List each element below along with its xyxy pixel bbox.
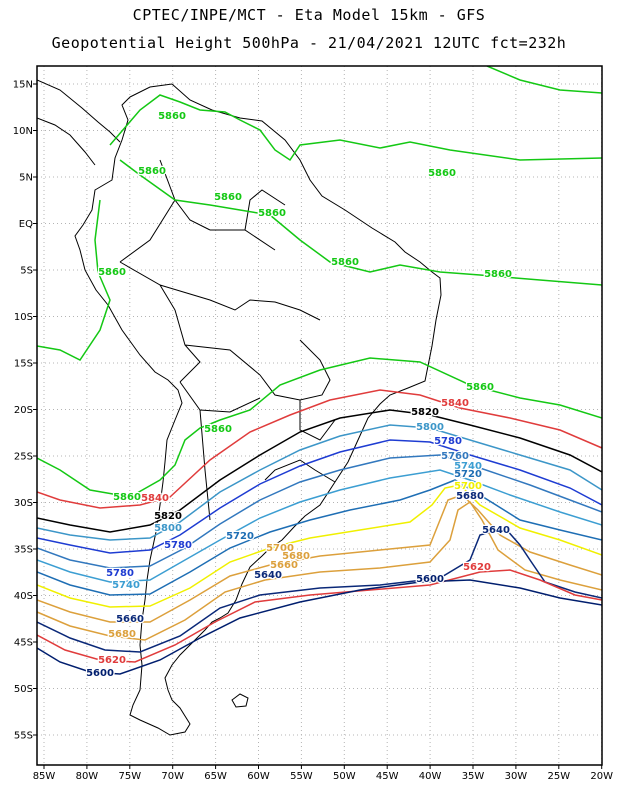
- map-frame: [36, 65, 603, 766]
- contour-5680: [37, 494, 602, 623]
- contour-label-5680: 5680: [282, 551, 310, 562]
- contour-5700: [37, 484, 602, 608]
- contour-label-5820: 5820: [154, 511, 182, 522]
- south-america-coastline: [74, 83, 442, 736]
- contour-5720: [37, 479, 602, 596]
- contour-5600: [37, 579, 602, 675]
- contour-5860-north-b: [486, 66, 602, 94]
- map-title-line-2: Geopotential Height 500hPa - 21/04/2021 …: [51, 34, 567, 52]
- contour-5860-north-a: [109, 94, 602, 162]
- contour-5760: [37, 454, 602, 569]
- contour-label-5860: 5860: [484, 269, 512, 280]
- contour-label-5800: 5800: [154, 523, 182, 534]
- contour-labels: 5860 5860 5860 5860 5860 5860 5860 5860 5860 5860…: [85, 110, 513, 681]
- lat-label: 5S: [20, 266, 33, 277]
- contour-label-5720: 5720: [454, 469, 482, 480]
- contour-label-5720: 5720: [226, 531, 254, 542]
- contour-5640: [37, 527, 602, 653]
- lat-label: 50S: [14, 684, 33, 695]
- contour-label-5700: 5700: [266, 543, 294, 554]
- contour-label-5680: 5680: [456, 491, 484, 502]
- lon-label: 45W: [376, 771, 399, 782]
- lat-label: 30S: [14, 498, 33, 509]
- lat-label: 5N: [19, 173, 33, 184]
- contour-label-5700: 5700: [454, 481, 482, 492]
- contour-label-5760: 5760: [441, 451, 469, 462]
- longitude-labels: 85W 80W 75W 70W 65W 60W 55W 50W 45W 40W 35W 30W 25W 2…: [33, 765, 613, 782]
- lon-label: 20W: [590, 771, 613, 782]
- lat-label: 25S: [14, 452, 33, 463]
- contour-5740: [37, 469, 602, 583]
- contour-label-5620: 5620: [98, 655, 126, 666]
- central-america-coast: [37, 79, 121, 166]
- contour-5820: [37, 409, 602, 533]
- contour-label-5860: 5860: [428, 168, 456, 179]
- contour-label-5640: 5640: [482, 525, 510, 536]
- lat-label: 20S: [14, 405, 33, 416]
- contour-label-5860: 5860: [466, 382, 494, 393]
- contour-label-5740: 5740: [454, 461, 482, 472]
- lat-label: EQ: [19, 219, 33, 230]
- height-contours: [37, 66, 602, 675]
- contour-label-5660: 5660: [116, 614, 144, 625]
- map-background: [37, 66, 602, 765]
- contour-label-5640: 5640: [254, 570, 282, 581]
- contour-label-5780: 5780: [434, 436, 462, 447]
- lon-label: 85W: [33, 771, 56, 782]
- contour-5660: [37, 500, 602, 641]
- contour-label-5780: 5780: [164, 540, 192, 551]
- contour-label-5600: 5600: [416, 574, 444, 585]
- contour-5860-equatorial: [119, 159, 602, 286]
- lon-label: 50W: [333, 771, 356, 782]
- lat-label: 15N: [13, 80, 33, 91]
- contour-label-5840: 5840: [141, 493, 169, 504]
- contour-label-5860: 5860: [98, 267, 126, 278]
- contour-label-5860: 5860: [258, 208, 286, 219]
- latitude-labels: 15N 10N 5N EQ 5S 10S 15S 20S 25S 30S 35S 40S 45S 50S 5…: [13, 80, 37, 742]
- lon-label: 55W: [290, 771, 313, 782]
- coastline-and-borders: [37, 79, 442, 736]
- lon-label: 35W: [462, 771, 485, 782]
- lon-label: 80W: [76, 771, 99, 782]
- contour-label-5860: 5860: [214, 192, 242, 203]
- contour-label-5860: 5860: [158, 111, 186, 122]
- contour-label-5860: 5860: [204, 424, 232, 435]
- contour-label-5860: 5860: [331, 257, 359, 268]
- contour-label-5860: 5860: [113, 492, 141, 503]
- lat-label: 15S: [14, 359, 33, 370]
- contour-5840: [37, 389, 602, 509]
- contour-label-5860: 5860: [138, 166, 166, 177]
- lon-label: 40W: [419, 771, 442, 782]
- contour-label-5740: 5740: [112, 580, 140, 591]
- lat-label: 55S: [14, 731, 33, 742]
- map-title-line-1: CPTEC/INPE/MCT - Eta Model 15km - GFS: [132, 6, 486, 24]
- falkland-islands: [231, 693, 249, 708]
- lat-label: 35S: [14, 545, 33, 556]
- lat-label: 45S: [14, 638, 33, 649]
- contour-5620: [37, 569, 602, 663]
- contour-5860-west: [37, 199, 111, 361]
- country-borders: [119, 159, 336, 521]
- contour-5800: [37, 424, 602, 541]
- contour-label-5660: 5660: [270, 560, 298, 571]
- contour-label-5840: 5840: [441, 398, 469, 409]
- lat-label: 40S: [14, 591, 33, 602]
- contour-label-5600: 5600: [86, 668, 114, 679]
- contour-label-5820: 5820: [411, 407, 439, 418]
- lat-label: 10S: [14, 312, 33, 323]
- contour-label-5620: 5620: [463, 562, 491, 573]
- contour-label-5680: 5680: [108, 629, 136, 640]
- lat-label: 10N: [13, 126, 33, 137]
- lon-label: 25W: [547, 771, 570, 782]
- lon-label: 65W: [204, 771, 227, 782]
- lon-label: 75W: [118, 771, 141, 782]
- contour-label-5800: 5800: [416, 422, 444, 433]
- contour-5780: [37, 439, 602, 554]
- lon-label: 70W: [161, 771, 184, 782]
- lon-label: 60W: [247, 771, 270, 782]
- contour-label-5780: 5780: [106, 568, 134, 579]
- lon-label: 30W: [505, 771, 528, 782]
- contour-5860-south: [37, 357, 602, 498]
